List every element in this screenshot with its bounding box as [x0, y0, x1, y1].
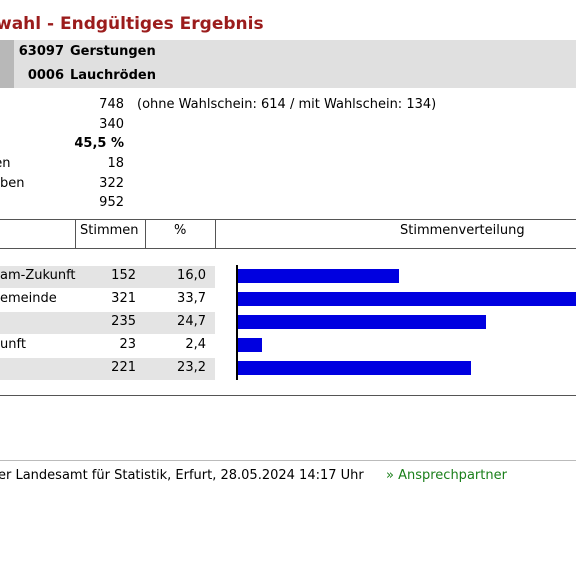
- table-col-divider: [75, 219, 76, 248]
- stat-eligible-note: (ohne Wahlschein: 614 / mit Wahlschein: …: [137, 97, 437, 112]
- distribution-bar: [238, 361, 472, 375]
- distribution-axis: [236, 265, 238, 380]
- distribution-bar: [238, 338, 263, 352]
- footer-source: er Landesamt für Statistik, Erfurt, 28.0…: [0, 468, 364, 483]
- table-col-divider: [145, 219, 146, 248]
- column-header-percent: %: [174, 223, 187, 238]
- party-votes: 221: [111, 360, 136, 375]
- party-percent: 2,4: [185, 337, 206, 352]
- distribution-bar: [238, 315, 487, 329]
- party-percent: 23,2: [177, 360, 206, 375]
- party-percent: 16,0: [177, 268, 206, 283]
- distribution-bar: [238, 269, 399, 283]
- stat-label-invalid: aben: [0, 156, 11, 171]
- table-row: [0, 266, 215, 288]
- table-header-rule: [0, 248, 576, 249]
- party-percent: 33,7: [177, 291, 206, 306]
- party-name: am-Zukunft: [0, 268, 76, 283]
- stat-voters: 340: [99, 117, 124, 132]
- stat-label-valid: ben: [0, 176, 25, 191]
- party-votes: 235: [111, 314, 136, 329]
- party-votes: 321: [111, 291, 136, 306]
- region-code: 0006: [27, 68, 64, 83]
- stat-total-votes: 952: [99, 195, 124, 210]
- stat-invalid: 18: [107, 156, 124, 171]
- contact-link[interactable]: » Ansprechpartner: [386, 468, 507, 483]
- stat-eligible-voters: 748: [99, 97, 124, 112]
- stat-turnout: 45,5 %: [74, 136, 124, 151]
- table-row: [0, 358, 215, 380]
- region-band-marker: [0, 40, 14, 88]
- region-name: Gerstungen: [70, 44, 156, 59]
- party-name: unft: [0, 337, 26, 352]
- column-header-votes: Stimmen: [80, 223, 139, 238]
- region-code: 63097: [18, 44, 64, 59]
- party-percent: 24,7: [177, 314, 206, 329]
- stat-valid: 322: [99, 176, 124, 191]
- distribution-bar: [238, 292, 576, 306]
- table-row: [0, 312, 215, 334]
- table-col-divider: [215, 219, 216, 248]
- page-title: wahl - Endgültiges Ergebnis: [0, 14, 264, 34]
- party-name: emeinde: [0, 291, 57, 306]
- column-header-distribution: Stimmenverteilung: [400, 223, 525, 238]
- region-district: 0006 Lauchröden: [18, 68, 156, 83]
- region-name: Lauchröden: [70, 68, 156, 83]
- region-band: [0, 40, 576, 88]
- table-bottom-rule: [0, 395, 576, 396]
- footer-rule: [0, 460, 576, 461]
- party-votes: 23: [119, 337, 136, 352]
- region-municipality: 63097 Gerstungen: [18, 44, 156, 59]
- party-votes: 152: [111, 268, 136, 283]
- table-top-rule: [0, 219, 576, 220]
